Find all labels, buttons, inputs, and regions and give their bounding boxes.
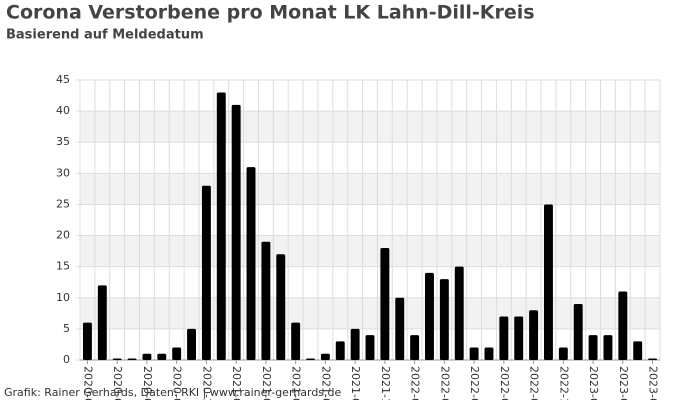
x-tick-label: 2021-01	[230, 366, 243, 400]
y-tick-label: 25	[56, 197, 70, 210]
x-tick-label: 2022-07	[498, 366, 511, 400]
bar	[112, 358, 122, 360]
x-tick-label: 2021-03	[260, 366, 273, 400]
chart-title: Corona Verstorbene pro Monat LK Lahn-Dil…	[6, 2, 535, 24]
bar	[514, 316, 524, 360]
bar	[306, 358, 315, 360]
y-tick-label: 35	[56, 135, 70, 148]
bar	[320, 353, 330, 360]
x-tick-label: 2023-05	[647, 366, 660, 400]
x-tick-label: 2021-11	[379, 366, 392, 400]
bar	[544, 204, 553, 360]
bar	[410, 335, 420, 360]
bar	[187, 328, 196, 360]
bar	[603, 335, 613, 360]
x-tick-label: 2023-01	[587, 366, 600, 400]
x-tick-label: 2022-01	[409, 366, 422, 400]
x-tick-label: 2022-05	[468, 366, 481, 400]
x-tick-label: 2020-07	[141, 366, 154, 400]
bar	[618, 291, 628, 360]
bar	[97, 285, 107, 360]
chart-subtitle: Basierend auf Meldedatum	[6, 28, 204, 43]
grid-band	[80, 173, 660, 205]
grid-band	[80, 111, 660, 143]
bar	[157, 353, 167, 360]
bar	[573, 304, 583, 360]
y-tick-label: 15	[56, 260, 70, 273]
x-tick-label: 2021-07	[319, 366, 332, 400]
bar	[335, 341, 345, 360]
y-tick-label: 30	[56, 166, 70, 179]
bar	[499, 316, 509, 360]
x-tick-label: 2020-05	[111, 366, 124, 400]
bar	[648, 358, 658, 360]
bar	[261, 241, 271, 360]
x-tick-label: 2022-09	[528, 366, 541, 400]
grid-band	[80, 297, 660, 329]
y-tick-label: 40	[56, 104, 70, 117]
bar	[201, 185, 211, 360]
bar	[425, 272, 434, 360]
x-tick-label: 2020-11	[200, 366, 213, 400]
y-tick-label: 0	[63, 353, 70, 366]
bar	[127, 358, 137, 360]
bar	[365, 335, 375, 360]
bar	[529, 310, 539, 360]
bar	[380, 248, 390, 360]
x-tick-label: 2022-03	[438, 366, 451, 400]
x-tick-label: 2020-09	[171, 366, 184, 400]
y-tick-label: 10	[56, 291, 70, 304]
x-tick-label: 2022-11	[557, 366, 570, 400]
bar	[484, 347, 494, 360]
bar	[558, 347, 568, 360]
bar	[291, 322, 301, 360]
bar	[469, 347, 479, 360]
bar	[276, 254, 286, 360]
grid-band	[80, 235, 660, 267]
x-tick-label: 2023-03	[617, 366, 630, 400]
bar	[350, 328, 360, 360]
footer: Grafik: Rainer Gerhards, Daten: RKI | ww…	[4, 386, 342, 399]
y-tick-label: 20	[56, 229, 70, 242]
bar	[172, 347, 182, 360]
x-tick-label: 2021-05	[290, 366, 303, 400]
bar	[439, 279, 449, 360]
bar	[231, 104, 241, 360]
bar	[633, 341, 643, 360]
x-tick-label: 2021-09	[349, 366, 362, 400]
plot: 0 5 10 15 20 25 30 35 40 45 2020-03 2020-05 2020-07 2…	[56, 73, 661, 400]
bar	[142, 353, 152, 360]
bar	[216, 92, 226, 360]
bar	[454, 266, 464, 360]
bar	[395, 297, 405, 360]
bar	[82, 322, 92, 360]
x-tick-label: 2020-03	[81, 366, 94, 400]
bar	[246, 167, 256, 360]
bar	[588, 335, 598, 360]
y-tick-label: 45	[56, 73, 70, 86]
y-tick-label: 5	[63, 322, 70, 335]
